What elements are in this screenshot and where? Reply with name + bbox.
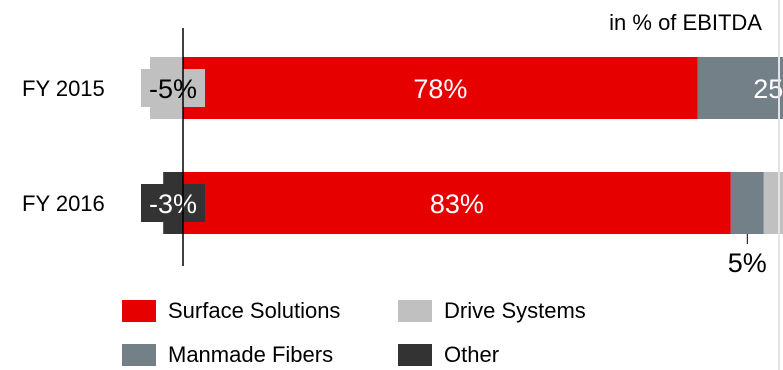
bar-segment-surface-solutions: 83% xyxy=(183,172,731,234)
data-label-box xyxy=(141,184,205,222)
page-edge-rule xyxy=(778,0,780,370)
bar-segment-drive-systems: -5% xyxy=(141,57,205,119)
legend-label-drive-systems: Drive Systems xyxy=(444,298,586,323)
legend-swatch-manmade-fibers xyxy=(122,344,156,366)
legend-label-surface-solutions: Surface Solutions xyxy=(168,298,341,323)
bar-rect xyxy=(183,57,698,119)
bar-segment-surface-solutions: 78% xyxy=(183,57,698,119)
legend-item-surface-solutions: Surface Solutions xyxy=(122,296,340,326)
data-label: 78% xyxy=(413,74,467,104)
bar-rect xyxy=(183,172,731,234)
data-label-box xyxy=(141,69,205,107)
legend-swatch-surface-solutions xyxy=(122,300,156,322)
bar-segment-drive-systems: 15% xyxy=(763,172,783,234)
unit-note: in % of EBITDA xyxy=(609,10,762,35)
data-label: -5% xyxy=(149,74,197,104)
bar-rect xyxy=(730,172,764,234)
bar-segment-manmade-fibers: 5% xyxy=(728,172,767,278)
bar-rect xyxy=(697,57,783,119)
category-label: FY 2016 xyxy=(22,191,105,216)
bar-segment-other: -3% xyxy=(141,172,205,234)
legend-item-other: Other xyxy=(398,340,499,370)
legend-item-drive-systems: Drive Systems xyxy=(398,296,586,326)
legend-label-other: Other xyxy=(444,342,500,367)
legend-swatch-drive-systems xyxy=(398,300,432,322)
legend-item-manmade-fibers: Manmade Fibers xyxy=(122,340,333,370)
category-label: FY 2015 xyxy=(22,76,105,101)
bars-layer: 78%25%-5%2%83%5%15%-3% xyxy=(141,57,783,278)
bar-segment-manmade-fibers: 25% xyxy=(697,57,783,119)
legend-label-manmade-fibers: Manmade Fibers xyxy=(168,342,334,367)
bar-rect xyxy=(763,172,783,234)
data-label: 5% xyxy=(728,248,767,278)
data-label: 83% xyxy=(430,189,484,219)
legend-swatch-other xyxy=(398,344,432,366)
data-label: -3% xyxy=(149,189,197,219)
